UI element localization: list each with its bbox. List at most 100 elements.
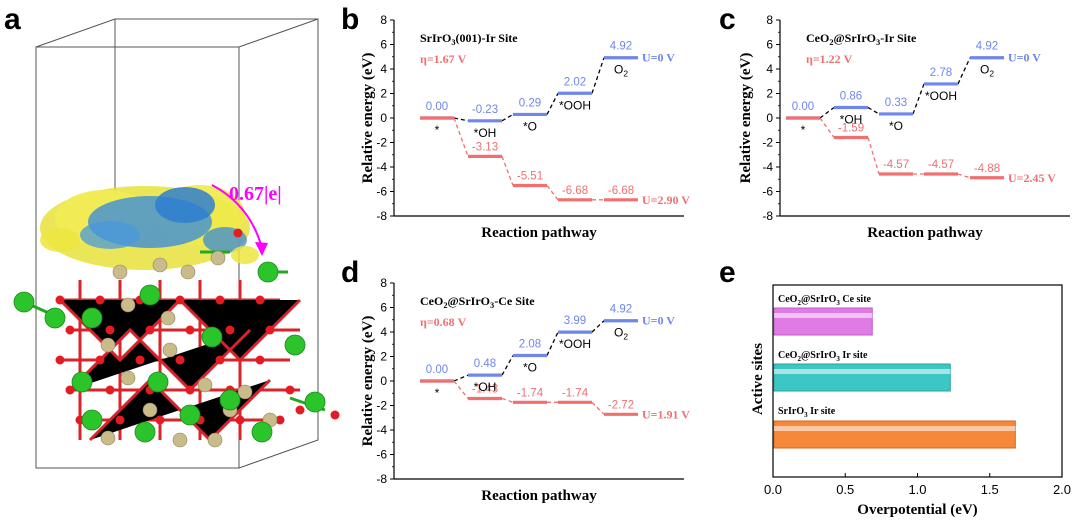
connector-line — [867, 106, 880, 115]
energy-value-label: -1.43 — [472, 384, 498, 396]
panel-letter-e: e — [719, 256, 736, 289]
energy-diagram-c: 8 6 4 2 0 -2 -4 -6 -8 Reaction pathway Relative en… — [738, 13, 1070, 241]
y-tick-label: 2 — [380, 87, 387, 101]
y-tick-label: 6 — [766, 38, 773, 52]
bar-category-label: CeO2@SrIrO3 Ce site — [778, 294, 872, 307]
bar-highlight — [774, 369, 951, 374]
series-name-label: U=0 V — [642, 51, 675, 65]
x-axis-label: Overpotential (eV) — [857, 502, 977, 518]
y-tick-label: 6 — [380, 301, 387, 315]
y-tick-label: 4 — [766, 62, 773, 76]
y-axis-label: Active sites — [750, 343, 766, 415]
energy-diagram-b: 8 6 4 2 0 -2 -4 -6 -8 Reaction pathway Relative en… — [360, 13, 690, 241]
connector-line — [591, 320, 605, 333]
energy-value-label: 4.92 — [610, 41, 632, 53]
y-tick-label: -8 — [376, 209, 387, 223]
cerium-iridium-atoms — [100, 250, 278, 448]
energy-value-label: 0.48 — [474, 358, 496, 370]
panel-letter-a: a — [4, 3, 21, 36]
energy-value-label: -1.74 — [562, 387, 589, 399]
y-tick-label: 8 — [766, 13, 773, 27]
energy-value-label: 0.86 — [840, 90, 862, 102]
energy-value-label: -5.51 — [517, 170, 543, 182]
x-tick-label: 2.0 — [1053, 482, 1071, 497]
intermediate-label: * — [435, 123, 440, 137]
y-tick-label: 0 — [380, 111, 387, 125]
connector-line — [819, 106, 835, 119]
y-tick-label: 8 — [380, 13, 387, 27]
connector-line — [453, 374, 469, 382]
energy-value-label: -1.59 — [838, 122, 864, 134]
oxygen-atoms — [55, 228, 340, 425]
y-tick-label: 4 — [380, 62, 387, 76]
y-tick-label: -8 — [762, 209, 773, 223]
energy-value-label: -6.68 — [562, 185, 588, 197]
y-tick-label: 6 — [380, 38, 387, 52]
x-tick-label: 1.0 — [908, 482, 926, 497]
energy-value-label: 0.29 — [519, 97, 541, 109]
y-tick-label: 2 — [766, 87, 773, 101]
series-name-label: U=0 V — [642, 314, 675, 328]
y-tick-label: 0 — [380, 374, 387, 388]
overpotential-bar — [773, 307, 873, 336]
y-axis-label: Relative energy (eV) — [360, 53, 376, 184]
bar-category-label: SrIrO3 Ir site — [778, 406, 836, 419]
intermediate-label: *O — [889, 119, 903, 133]
connector-line — [501, 156, 514, 186]
y-tick-label: -6 — [762, 185, 773, 199]
energy-value-label: 4.92 — [610, 304, 632, 316]
energy-value-label: 2.78 — [930, 67, 952, 79]
panel-letter-b: b — [341, 3, 359, 36]
x-axis-label: Reaction pathway — [867, 225, 983, 241]
energy-value-label: 2.08 — [519, 339, 541, 351]
lattice-bonds — [58, 280, 302, 443]
charge-density-isosurface — [40, 185, 259, 270]
bar-group: CeO2@SrIrO3 Ce site — [773, 294, 873, 336]
connector-line — [501, 397, 514, 403]
intermediate-label: O2 — [614, 326, 628, 342]
series-name-label: U=0 V — [1008, 51, 1041, 65]
x-tick-label: 0.5 — [836, 482, 854, 497]
series-name-label: U=2.90 V — [642, 193, 690, 207]
connector-line — [957, 173, 971, 179]
x-axis-label: Reaction pathway — [481, 488, 597, 504]
y-tick-label: -4 — [762, 160, 773, 174]
charge-transfer-label: 0.67|e| — [229, 183, 282, 205]
energy-value-label: 3.99 — [564, 315, 586, 327]
y-tick-label: -2 — [762, 136, 773, 150]
y-tick-label: 2 — [380, 350, 387, 364]
panel-title: CeO2@SrIrO3-Ce Site — [420, 294, 535, 310]
connector-line — [546, 92, 559, 115]
overpotential-annotation: η=0.68 V — [420, 315, 467, 329]
intermediate-label: *OH — [840, 112, 863, 126]
y-tick-label: -4 — [376, 160, 387, 174]
energy-value-label: -4.88 — [974, 163, 1000, 175]
energy-value-label: -1.74 — [517, 387, 544, 399]
connector-line — [546, 185, 559, 201]
energy-value-label: 4.92 — [976, 41, 998, 53]
connector-line — [453, 380, 469, 399]
connector-line — [591, 57, 605, 94]
overpotential-annotation: η=1.22 V — [806, 52, 853, 66]
panel-title: CeO2@SrIrO3-Ir Site — [806, 31, 917, 47]
x-tick-label: 1.5 — [981, 482, 999, 497]
energy-value-label: 0.33 — [885, 97, 907, 109]
connector-line — [912, 83, 925, 115]
y-tick-label: -6 — [376, 448, 387, 462]
energy-value-label: -2.72 — [608, 399, 634, 411]
intermediate-label: O2 — [614, 63, 628, 79]
crystal-structure-illustration: 0.67|e| — [13, 18, 340, 469]
y-tick-label: -2 — [376, 136, 387, 150]
series-u0: 0.00 0.48 2.08 3.99 4.92 U=0 V — [420, 304, 675, 383]
y-tick-label: -4 — [376, 423, 387, 437]
overpotential-bar — [773, 363, 951, 392]
y-tick-label: 4 — [380, 325, 387, 339]
overpotential-annotation: η=1.67 V — [420, 52, 467, 66]
series-u0: 0.00 0.86 0.33 2.78 4.92 U=0 V — [786, 41, 1041, 120]
x-tick-label: 0.0 — [764, 482, 782, 497]
y-axis-label: Relative energy (eV) — [360, 316, 376, 447]
panel-title: SrIrO3(001)-Ir Site — [420, 31, 518, 47]
connector-line — [453, 117, 469, 122]
y-tick-label: -6 — [376, 185, 387, 199]
